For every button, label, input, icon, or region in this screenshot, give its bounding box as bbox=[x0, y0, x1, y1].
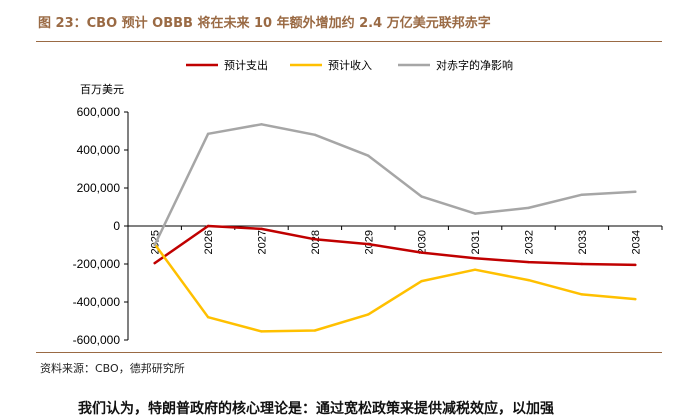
data-point bbox=[473, 257, 477, 260]
x-axis: 2025 2026 2027 2028 2029 2030 2031 2032 2033 2034 bbox=[127, 225, 663, 254]
data-point bbox=[580, 293, 584, 296]
x-tick-label: 2033 bbox=[577, 230, 589, 254]
data-point bbox=[206, 132, 210, 136]
data-point bbox=[260, 330, 263, 333]
data-point bbox=[420, 195, 423, 198]
legend: 预计支出 预计收入 对赤字的净影响 bbox=[186, 58, 513, 72]
y-tick-label: 200,000 bbox=[77, 181, 121, 195]
data-point bbox=[527, 278, 530, 282]
x-tick-label: 2032 bbox=[524, 230, 536, 254]
source-note: 资料来源：CBO，德邦研究所 bbox=[40, 362, 185, 375]
data-point bbox=[634, 190, 637, 193]
x-tick-label: 2031 bbox=[470, 230, 482, 254]
x-tick-label: 2034 bbox=[630, 230, 642, 254]
data-point bbox=[260, 123, 263, 126]
y-tick-label: 0 bbox=[113, 219, 120, 233]
title-rule bbox=[36, 41, 662, 42]
y-tick-label: -200,000 bbox=[73, 257, 121, 271]
data-point bbox=[206, 224, 210, 228]
data-point bbox=[367, 313, 370, 316]
legend-label: 预计支出 bbox=[224, 58, 268, 72]
data-point bbox=[367, 242, 370, 246]
data-point bbox=[634, 297, 637, 301]
x-tick-label: 2029 bbox=[363, 230, 375, 254]
series-line bbox=[153, 224, 637, 267]
data-point bbox=[527, 206, 530, 210]
data-point bbox=[153, 261, 156, 265]
x-tick-label: 2027 bbox=[257, 230, 269, 254]
y-tick-label: 600,000 bbox=[77, 105, 121, 119]
data-point bbox=[420, 251, 423, 254]
figure-title: 图 23：CBO 预计 OBBB 将在未来 10 年额外增加约 2.4 万亿美元… bbox=[38, 16, 491, 31]
data-point bbox=[473, 268, 477, 271]
source-rule bbox=[36, 352, 662, 353]
y-tick-label: -600,000 bbox=[73, 333, 121, 347]
data-point bbox=[580, 193, 584, 196]
data-point bbox=[634, 263, 637, 267]
x-tick-label: 2028 bbox=[310, 230, 322, 254]
data-point bbox=[153, 243, 156, 247]
data-point bbox=[473, 212, 477, 215]
data-point bbox=[580, 262, 584, 266]
series-line bbox=[153, 242, 637, 333]
data-point bbox=[206, 316, 210, 319]
data-point bbox=[420, 279, 423, 283]
data-point bbox=[313, 329, 317, 332]
data-point bbox=[260, 227, 263, 231]
x-tick-label: 2026 bbox=[203, 230, 215, 254]
data-point bbox=[527, 260, 530, 264]
y-axis-title: 百万美元 bbox=[80, 83, 124, 96]
data-point bbox=[367, 154, 370, 157]
legend-label: 预计收入 bbox=[328, 58, 372, 72]
data-point bbox=[313, 133, 317, 136]
y-tick-label: 400,000 bbox=[77, 143, 121, 157]
y-axis: 600,000 400,000 200,000 0 -200,000 -400,000 -6… bbox=[73, 105, 129, 347]
legend-label: 对赤字的净影响 bbox=[436, 58, 513, 72]
x-tick-label: 2030 bbox=[417, 230, 429, 254]
data-point bbox=[313, 238, 317, 241]
body-text-cutoff: 我们认为，特朗普政府的核心理论是：通过宽松政策来提供减税效应，以加强 bbox=[78, 401, 554, 417]
y-tick-label: -400,000 bbox=[73, 295, 121, 309]
series-lines bbox=[153, 123, 637, 333]
series-line bbox=[153, 123, 637, 247]
